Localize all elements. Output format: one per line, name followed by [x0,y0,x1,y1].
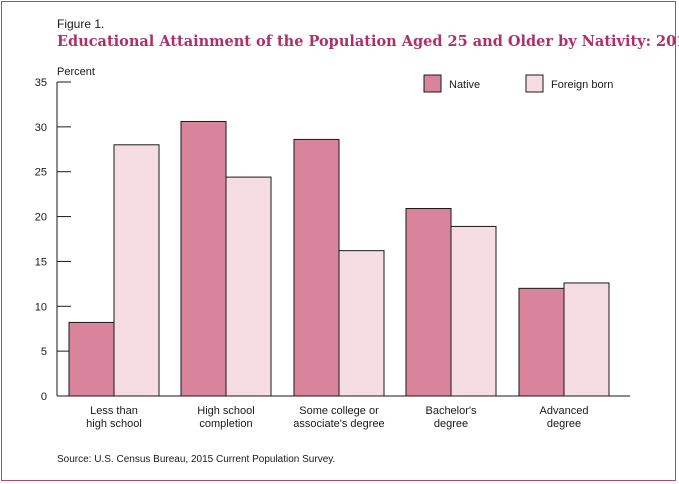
chart-legend: Native Foreign born [423,74,613,93]
y-tick-label: 0 [41,391,47,403]
bar-native [68,321,115,397]
category-label: degree [547,418,581,430]
category-label: associate's degree [293,418,384,430]
legend-native-swatch [423,74,442,93]
bar-foreign-born [113,144,160,397]
y-tick-label: 30 [35,122,47,134]
legend-native-label: Native [449,79,480,91]
y-tick-label: 5 [41,346,47,358]
bar-native [405,207,452,397]
category-label: High school [197,405,254,417]
bar-foreign-born [563,282,610,397]
figure-label: Figure 1. [57,17,105,31]
bar-foreign-born [338,250,385,397]
category-label: Less than [90,405,138,417]
category-label: high school [86,418,142,430]
bar-native [293,138,340,397]
bar-foreign-born [450,225,497,397]
bar-native [518,287,565,397]
legend-foreign-born-label: Foreign born [551,79,613,91]
y-tick-label: 10 [35,301,47,313]
bar-foreign-born [225,176,272,397]
category-label: degree [434,418,468,430]
chart-title: Educational Attainment of the Population… [57,33,679,50]
y-tick-label: 25 [35,167,47,179]
category-label: Bachelor's [425,405,477,417]
category-label: completion [199,418,252,430]
y-tick-label: 15 [35,256,47,268]
chart-bars [68,120,610,397]
y-tick-label: 20 [35,212,47,224]
chart-axes: 0 5 10 15 20 25 30 35 Percent [35,66,630,403]
bar-native [180,120,227,397]
y-tick-label: 35 [35,77,47,89]
source-note: Source: U.S. Census Bureau, 2015 Current… [57,454,336,465]
category-label: Some college or [299,405,379,417]
category-label: Advanced [540,405,589,417]
legend-foreign-born-swatch [525,74,544,93]
y-axis-label: Percent [57,66,95,78]
